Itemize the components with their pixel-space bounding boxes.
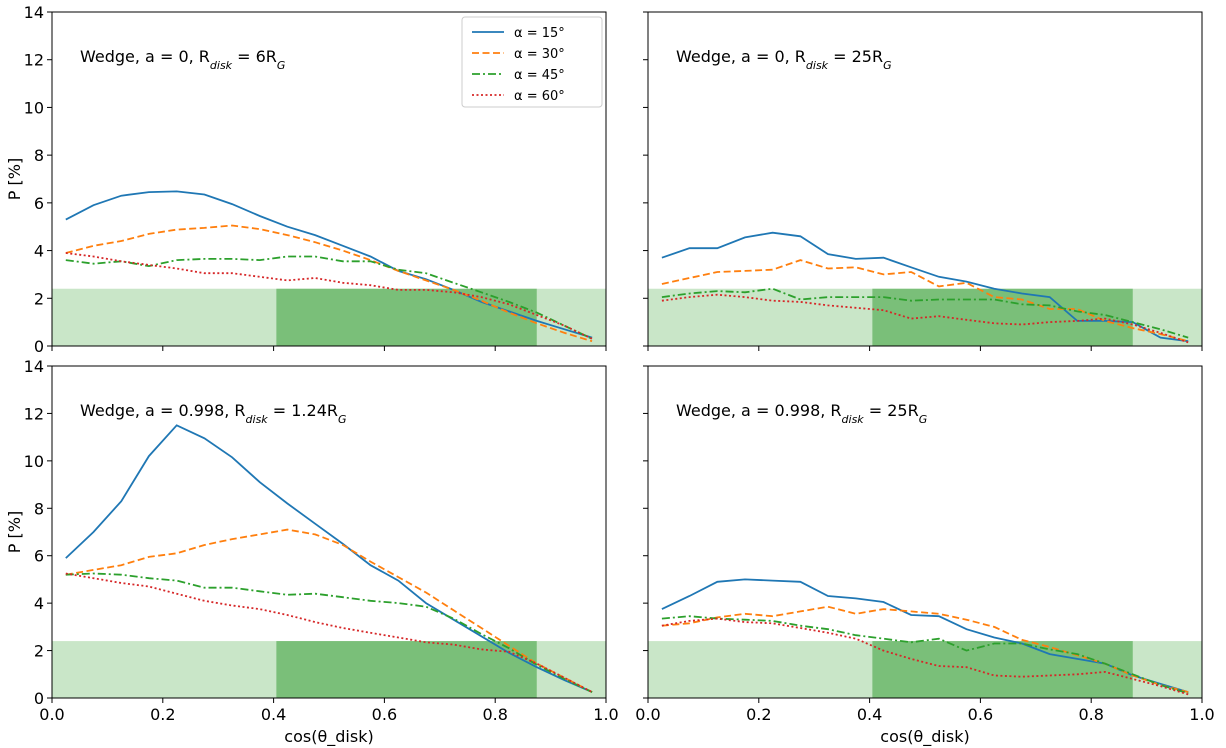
x-tick-label: 0.6 <box>968 705 993 724</box>
title-subscript: G <box>919 413 928 426</box>
y-axis-label: P [%] <box>5 158 24 200</box>
axes-frame <box>51 11 607 347</box>
axes-frame <box>647 11 1203 347</box>
panel-title: Wedge, a = 0, Rdisk = 6RG <box>80 47 285 72</box>
x-tick-label: 0.2 <box>746 705 771 724</box>
y-tick-label: 0 <box>34 337 44 356</box>
series-line-3 <box>661 615 1189 695</box>
y-tick-label: 8 <box>34 499 44 518</box>
dark-band <box>276 641 537 698</box>
panel-title: Wedge, a = 0.998, Rdisk = 25RG <box>676 401 927 426</box>
title-subscript: G <box>338 413 347 426</box>
title-subscript: disk <box>246 413 269 426</box>
series-line-3 <box>65 572 593 693</box>
x-tick-label: 1.0 <box>593 705 618 724</box>
y-tick-label: 14 <box>24 3 44 22</box>
x-tick-label: 0.0 <box>39 705 64 724</box>
x-axis-label: cos(θ_disk) <box>284 727 373 747</box>
title-text: Wedge, a = 0, R <box>676 47 806 66</box>
panel-title: Wedge, a = 0, Rdisk = 25RG <box>676 47 892 72</box>
title-text: = 1.24R <box>268 401 338 420</box>
title-text: Wedge, a = 0, R <box>80 47 210 66</box>
y-tick-label: 14 <box>24 357 44 376</box>
y-tick-label: 6 <box>34 547 44 566</box>
x-tick-label: 0.0 <box>635 705 660 724</box>
series-line-1 <box>661 578 1189 693</box>
title-text: = 25R <box>864 401 919 420</box>
x-tick-label: 0.8 <box>482 705 507 724</box>
series-line-4 <box>661 617 1189 696</box>
panel-4: 0.0 0.2 0.4 0.6 0.8 1.0 Wedge, a = 0.998, Rdis… <box>635 365 1215 747</box>
y-axis-label: P [%] <box>5 511 24 553</box>
panel-2: Wedge, a = 0, Rdisk = 25RG <box>643 11 1203 351</box>
x-axis-label: cos(θ_disk) <box>880 727 969 747</box>
title-text: = 6R <box>232 47 277 66</box>
title-subscript: disk <box>806 59 829 72</box>
y-tick-label: 4 <box>34 594 44 613</box>
x-tick-label: 0.2 <box>150 705 175 724</box>
y-tick-label: 10 <box>24 452 44 471</box>
title-subscript: G <box>277 59 286 72</box>
title-text: Wedge, a = 0.998, R <box>676 401 842 420</box>
title-subscript: G <box>883 59 892 72</box>
title-subscript: disk <box>210 59 233 72</box>
y-tick-label: 10 <box>24 98 44 117</box>
series-line-2 <box>661 605 1189 693</box>
legend-label-1: α = 15° <box>514 26 565 41</box>
title-text: Wedge, a = 0.998, R <box>80 401 246 420</box>
series-line-4 <box>661 293 1189 344</box>
series-line-2 <box>65 528 593 693</box>
series-line-4 <box>65 572 593 693</box>
y-tick-label: 0 <box>34 689 44 708</box>
series-line-2 <box>65 224 593 343</box>
y-tick-label: 2 <box>34 642 44 661</box>
title-subscript: disk <box>842 413 865 426</box>
axes-frame <box>647 365 1203 699</box>
y-tick-label: 4 <box>34 242 44 261</box>
dark-band <box>872 641 1133 698</box>
legend: α = 15° α = 30° α = 45° α = 60° <box>461 16 603 108</box>
series-line-1 <box>65 424 593 693</box>
panel-3: 0 2 4 6 8 10 12 14 0.0 0.2 0.4 0.6 0.8 1.0 Wedge, a = … <box>5 357 619 747</box>
y-tick-label: 6 <box>34 194 44 213</box>
panel-title: Wedge, a = 0.998, Rdisk = 1.24RG <box>80 401 347 426</box>
x-tick-label: 0.4 <box>857 705 882 724</box>
series-line-4 <box>65 252 593 340</box>
x-tick-label: 0.8 <box>1078 705 1103 724</box>
legend-label-2: α = 30° <box>514 47 565 62</box>
x-tick-label: 1.0 <box>1189 705 1214 724</box>
axes-frame <box>51 365 607 699</box>
y-tick-label: 12 <box>24 404 44 423</box>
legend-label-4: α = 60° <box>514 89 565 104</box>
title-text: = 25R <box>828 47 883 66</box>
legend-label-3: α = 45° <box>514 68 565 83</box>
series-line-1 <box>661 231 1189 343</box>
y-tick-label: 12 <box>24 51 44 70</box>
x-tick-label: 0.6 <box>372 705 397 724</box>
legend-box <box>461 16 603 108</box>
x-tick-label: 0.4 <box>261 705 286 724</box>
y-tick-label: 8 <box>34 146 44 165</box>
dark-band <box>276 288 537 346</box>
panel-1: 0 2 4 6 8 10 12 14 Wedge, a = 0, Rdisk = 6RG P [%… <box>5 3 607 356</box>
y-tick-label: 2 <box>34 289 44 308</box>
